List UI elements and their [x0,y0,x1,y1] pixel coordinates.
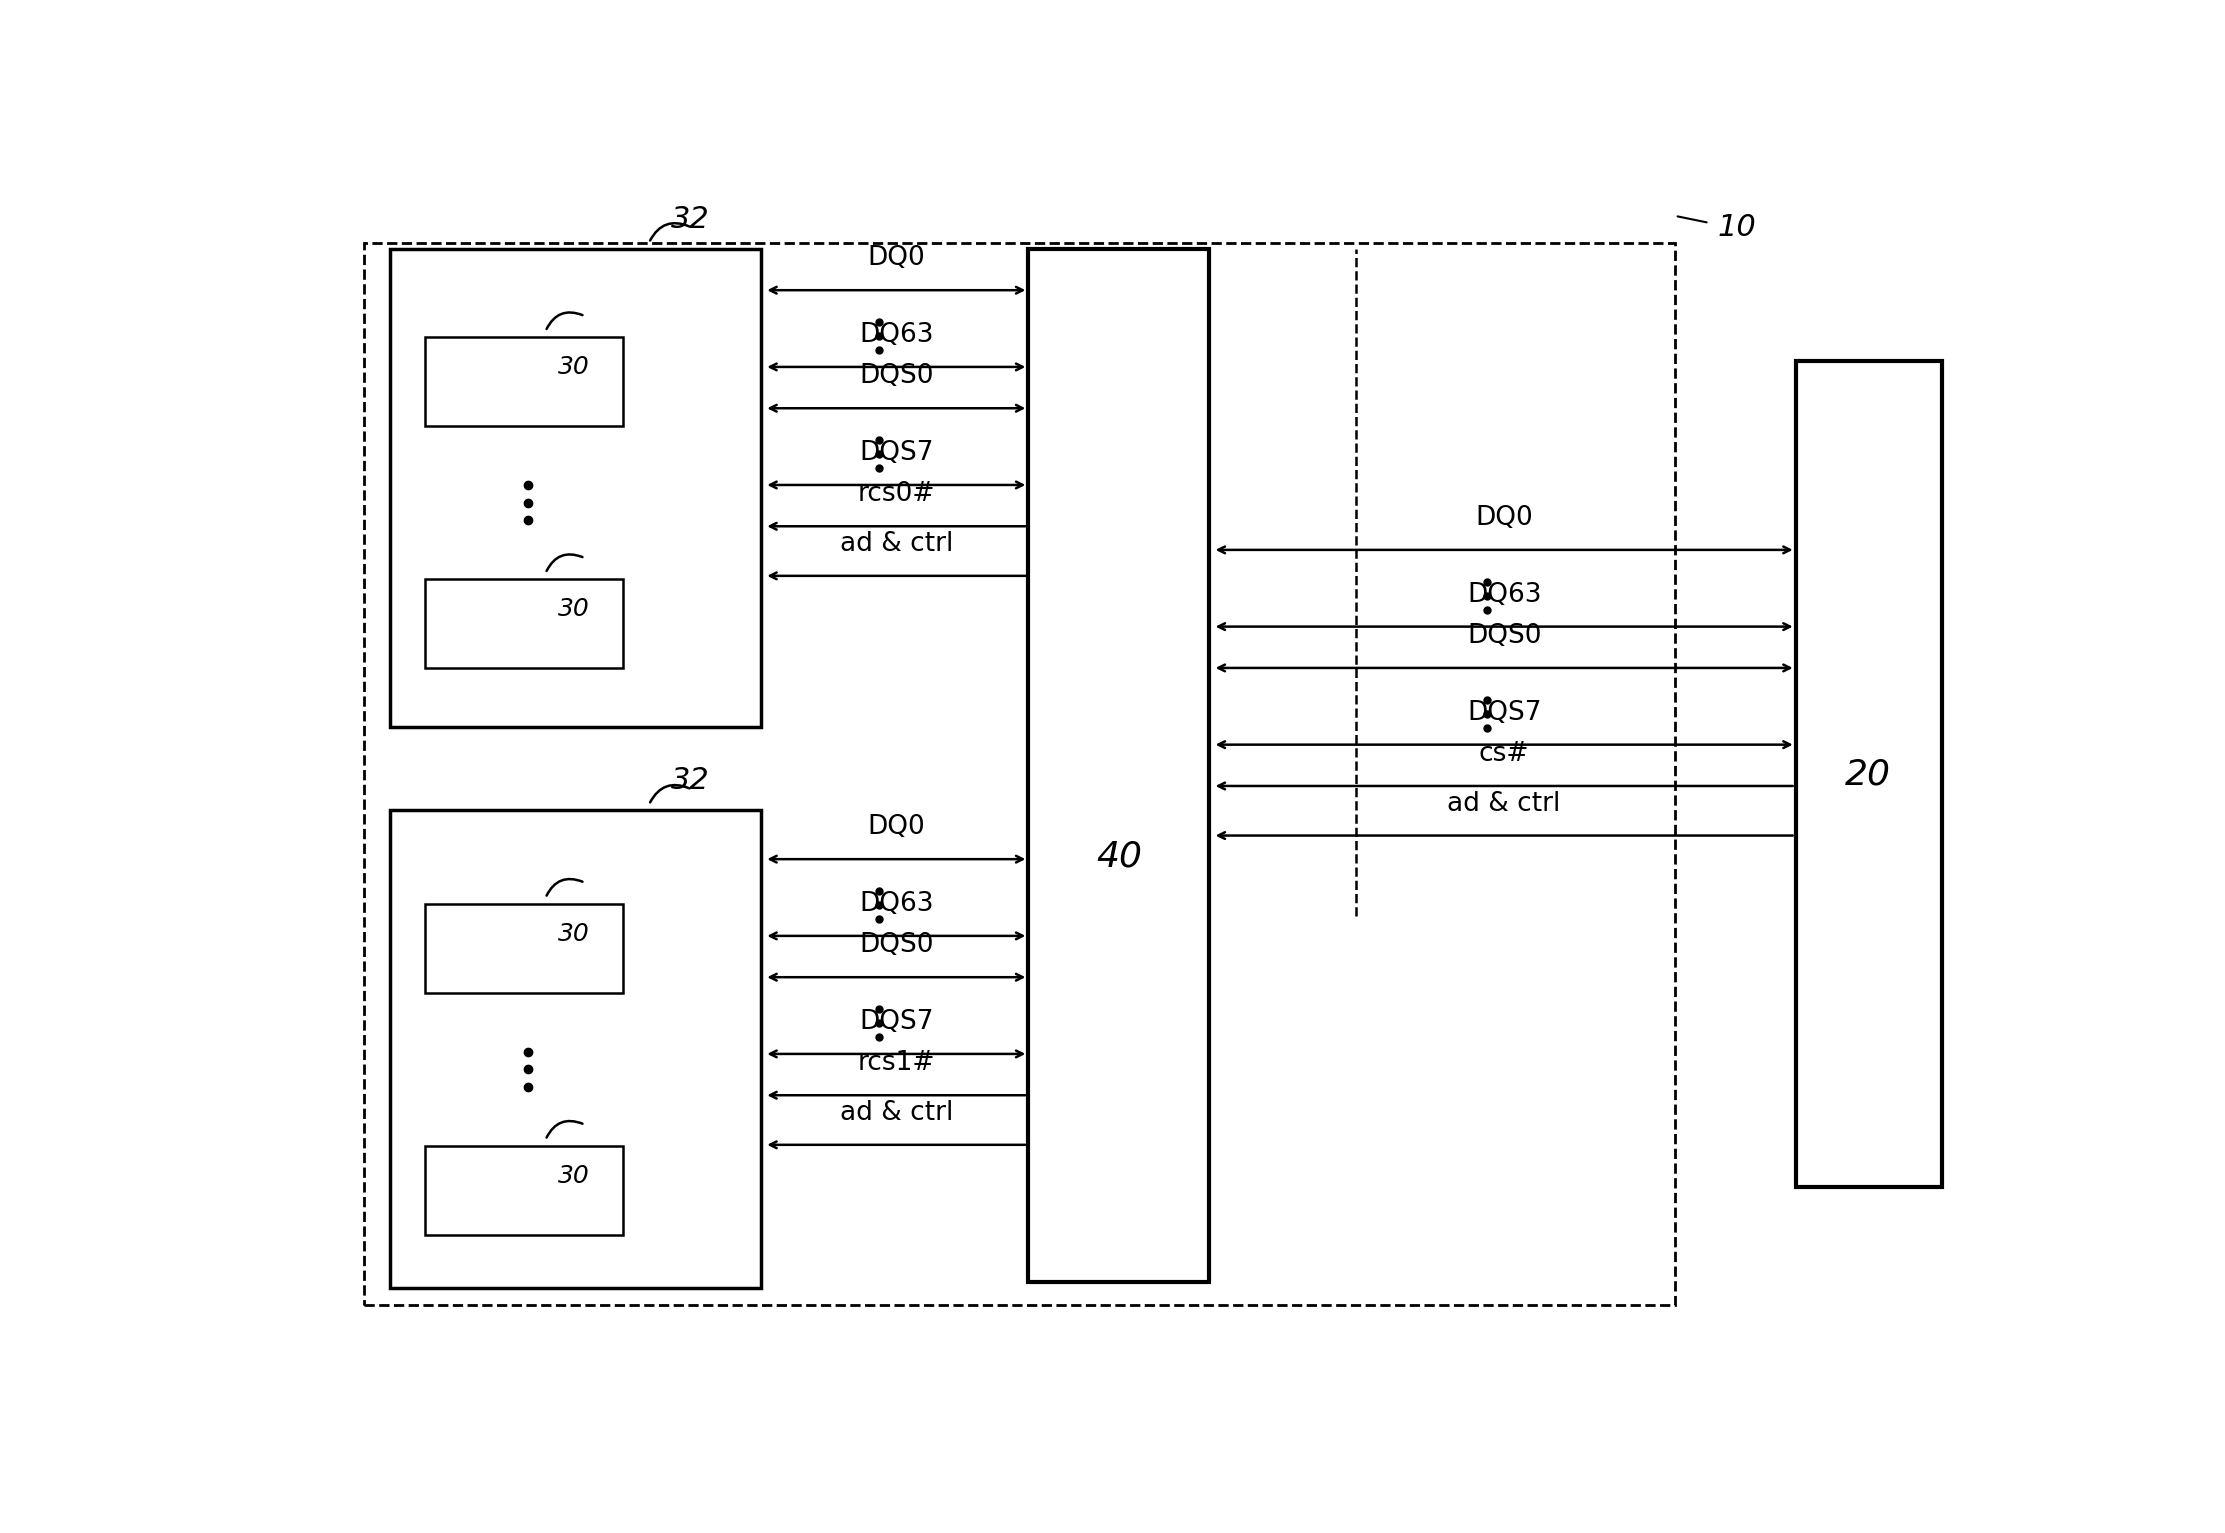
Text: 30: 30 [558,596,590,621]
Text: rcs1#: rcs1# [857,1050,934,1076]
Text: ad & ctrl: ad & ctrl [839,530,952,556]
Text: rcs0#: rcs0# [857,481,934,507]
Text: cs#: cs# [1480,740,1529,766]
Text: DQ0: DQ0 [868,245,926,271]
Text: 32: 32 [672,204,710,233]
Text: DQS0: DQS0 [1466,622,1542,648]
Text: DQS7: DQS7 [859,1009,934,1035]
Text: 20: 20 [1845,757,1891,791]
Text: DQ63: DQ63 [859,322,934,348]
Bar [1028,248,1210,1282]
Text: DQ0: DQ0 [1475,504,1533,530]
Text: DQS7: DQS7 [1466,699,1542,725]
Text: ad & ctrl: ad & ctrl [1448,791,1562,817]
Bar [425,579,623,668]
Text: DQS7: DQS7 [859,440,934,466]
Bar [389,809,761,1288]
Text: 30: 30 [558,921,590,946]
Text: DQ0: DQ0 [868,814,926,840]
Text: DQS0: DQS0 [859,363,934,389]
Bar [425,337,623,426]
Text: 10: 10 [1718,213,1758,242]
Text: 30: 30 [558,356,590,379]
Text: 30: 30 [558,1164,590,1188]
Bar [425,904,623,992]
Text: 40: 40 [1097,840,1144,874]
Bar [425,1147,623,1234]
Text: DQ63: DQ63 [859,891,934,917]
Text: DQS0: DQS0 [859,932,934,958]
Text: DQ63: DQ63 [1466,581,1542,607]
Bar [365,242,1675,1306]
Bar [1796,362,1942,1188]
Text: 32: 32 [672,766,710,796]
Text: ad & ctrl: ad & ctrl [839,1099,952,1125]
Bar [389,248,761,727]
